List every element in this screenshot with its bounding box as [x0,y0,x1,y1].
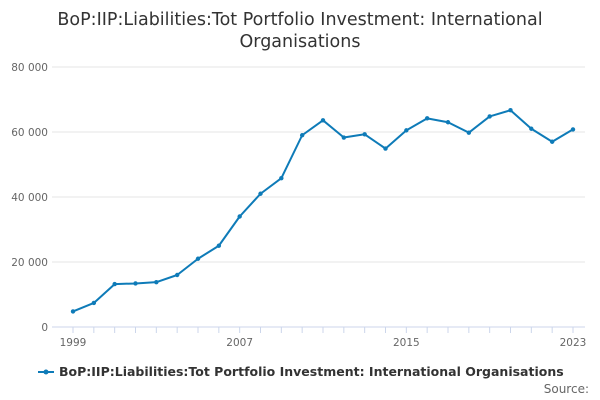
data-point[interactable] [133,281,138,286]
y-tick-label: 40 000 [11,192,48,204]
legend-marker [43,369,49,375]
chart-title-line-2: Organisations [240,32,361,52]
data-point[interactable] [112,281,117,287]
grid-lines [52,66,585,263]
chart-title: BoP:IIP:Liabilities:Tot Portfolio Invest… [57,10,542,52]
y-tick-label: 80 000 [11,62,48,74]
data-point[interactable] [216,243,222,248]
data-point[interactable] [549,139,555,144]
x-tick-label: 1999 [60,337,87,349]
data-point[interactable] [404,128,409,133]
chart-title-line-1: BoP:IIP:Liabilities:Tot Portfolio Invest… [57,10,542,30]
legend[interactable]: BoP:IIP:Liabilities:Tot Portfolio Invest… [38,364,564,379]
data-point[interactable] [299,133,305,138]
y-axis-tick-labels: 0 20 000 40 000 60 000 80 000 [11,62,48,334]
source-label: Source: [544,382,589,396]
legend-label[interactable]: BoP:IIP:Liabilities:Tot Portfolio Invest… [59,364,564,379]
x-axis-tick-labels: 1999 2007 2015 2023 [60,337,587,349]
data-point[interactable] [195,256,201,261]
data-point[interactable] [154,279,159,285]
series-line [72,109,574,313]
data-point[interactable] [91,300,97,306]
data-point[interactable] [508,108,513,113]
data-point[interactable] [341,135,347,140]
data-point[interactable] [383,146,388,151]
x-tick-label: 2023 [560,337,587,349]
data-point[interactable] [320,118,326,123]
data-point[interactable] [466,130,472,135]
data-point[interactable] [237,214,242,219]
data-point[interactable] [279,175,284,181]
y-tick-label: 0 [41,322,48,334]
series-group [70,108,576,314]
data-point[interactable] [258,191,263,196]
data-point[interactable] [362,132,367,137]
x-tick-label: 2007 [226,337,253,349]
y-tick-label: 20 000 [11,257,48,269]
x-axis [52,326,585,333]
data-point[interactable] [424,116,430,121]
data-point[interactable] [70,309,76,314]
y-tick-label: 60 000 [11,127,48,139]
x-tick-label: 2015 [393,337,420,349]
data-point[interactable] [570,127,576,132]
data-point[interactable] [529,126,534,131]
data-point[interactable] [487,114,492,119]
data-point[interactable] [445,120,451,125]
data-point[interactable] [174,272,180,278]
